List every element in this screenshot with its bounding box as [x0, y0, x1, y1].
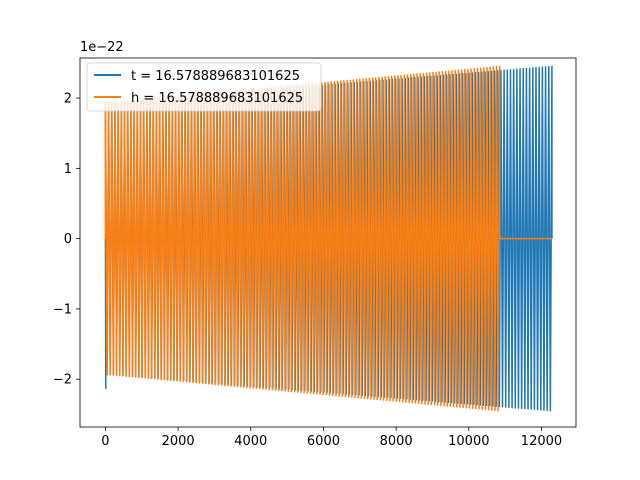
x-tick-label: 0 — [101, 434, 109, 449]
x-axis: 0 2000 4000 6000 8000 10000 12000 — [101, 427, 562, 449]
x-tick-label: 8000 — [380, 434, 413, 449]
x-tick-label: 2000 — [162, 434, 195, 449]
x-tick-label: 12000 — [521, 434, 562, 449]
x-tick-label: 10000 — [448, 434, 489, 449]
legend-label-h: h = 16.578889683101625 — [131, 91, 303, 106]
y-tick-label: −1 — [53, 302, 72, 317]
legend: t = 16.578889683101625 h = 16.5788896831… — [86, 62, 322, 112]
y-tick-label: 1 — [64, 162, 72, 177]
y-tick-label: 0 — [64, 232, 72, 247]
plot-frame — [79, 57, 577, 428]
y-offset-label: 1e−22 — [80, 40, 124, 55]
series-line-h — [104, 65, 552, 412]
x-tick-label: 6000 — [307, 434, 340, 449]
y-axis: −2 −1 0 1 2 — [53, 92, 80, 388]
series-layer — [104, 65, 553, 412]
x-tick-label: 4000 — [234, 434, 267, 449]
legend-label-t: t = 16.578889683101625 — [131, 69, 300, 84]
y-tick-label: −2 — [53, 373, 72, 388]
y-tick-label: 2 — [64, 92, 72, 107]
legend-frame — [86, 62, 322, 112]
